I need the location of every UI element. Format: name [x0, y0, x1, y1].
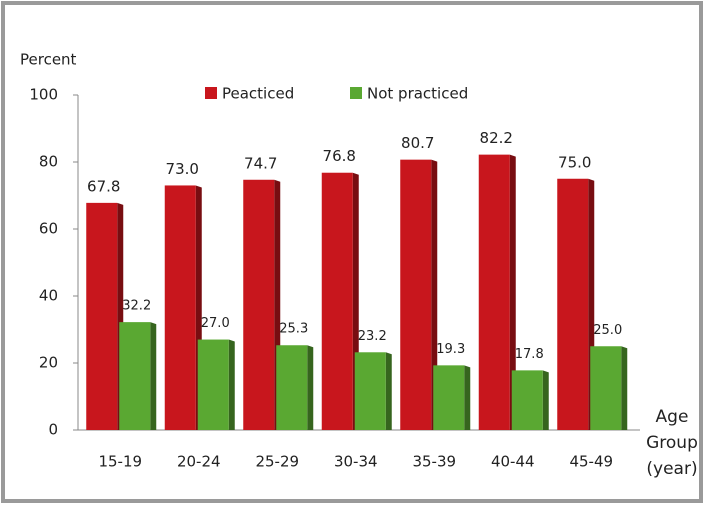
- x-tick-label: 20-24: [177, 453, 221, 471]
- value-label: 82.2: [480, 129, 513, 147]
- value-label: 19.3: [436, 342, 465, 357]
- bar-side: [150, 322, 157, 430]
- x-tick-label: 15-19: [98, 453, 142, 471]
- y-tick-label: 20: [39, 354, 58, 372]
- value-label: 17.8: [515, 347, 544, 362]
- bar: [276, 345, 308, 430]
- legend-label: Peacticed: [222, 85, 294, 103]
- y-axis-label: Percent: [20, 51, 77, 69]
- value-label: 76.8: [323, 147, 356, 165]
- value-label: 25.0: [593, 323, 622, 338]
- legend-label: Not practiced: [367, 85, 468, 103]
- bar: [119, 322, 151, 430]
- value-label: 23.2: [358, 329, 387, 344]
- value-label: 27.0: [201, 316, 230, 331]
- value-label: 67.8: [87, 177, 120, 195]
- legend-swatch: [205, 87, 217, 99]
- y-tick-label: 0: [48, 421, 58, 439]
- value-label: 80.7: [401, 134, 434, 152]
- bar: [197, 339, 229, 430]
- bar-side: [431, 159, 438, 430]
- y-tick-label: 40: [39, 287, 58, 305]
- bar: [164, 185, 196, 430]
- bar: [557, 178, 589, 430]
- bar: [321, 172, 353, 430]
- y-tick-label: 80: [39, 153, 58, 171]
- bar: [590, 346, 622, 430]
- legend-swatch: [350, 87, 362, 99]
- bar: [433, 365, 465, 430]
- y-tick-label: 60: [39, 220, 58, 238]
- bar-side: [621, 346, 628, 430]
- x-tick-label: 35-39: [412, 453, 456, 471]
- bar-side: [542, 370, 549, 430]
- x-tick-label: 25-29: [255, 453, 299, 471]
- bar-side: [509, 154, 516, 430]
- bar-side: [464, 365, 471, 430]
- value-label: 73.0: [166, 160, 199, 178]
- value-label: 75.0: [558, 153, 591, 171]
- bar: [243, 179, 275, 430]
- bar-side: [228, 339, 235, 430]
- bar: [400, 159, 432, 430]
- x-tick-label: 40-44: [491, 453, 535, 471]
- x-tick-label: 30-34: [334, 453, 378, 471]
- bar-side: [307, 345, 314, 430]
- bar: [511, 370, 543, 430]
- bar-side: [385, 352, 392, 430]
- x-axis-label: Age Group (year): [646, 407, 698, 479]
- y-tick-label: 100: [29, 86, 58, 104]
- bar: [86, 202, 118, 430]
- x-tick-label: 45-49: [569, 453, 613, 471]
- value-label: 74.7: [244, 154, 277, 172]
- value-label: 25.3: [279, 322, 308, 337]
- bar: [354, 352, 386, 430]
- value-label: 32.2: [122, 299, 151, 314]
- bar: [478, 154, 510, 430]
